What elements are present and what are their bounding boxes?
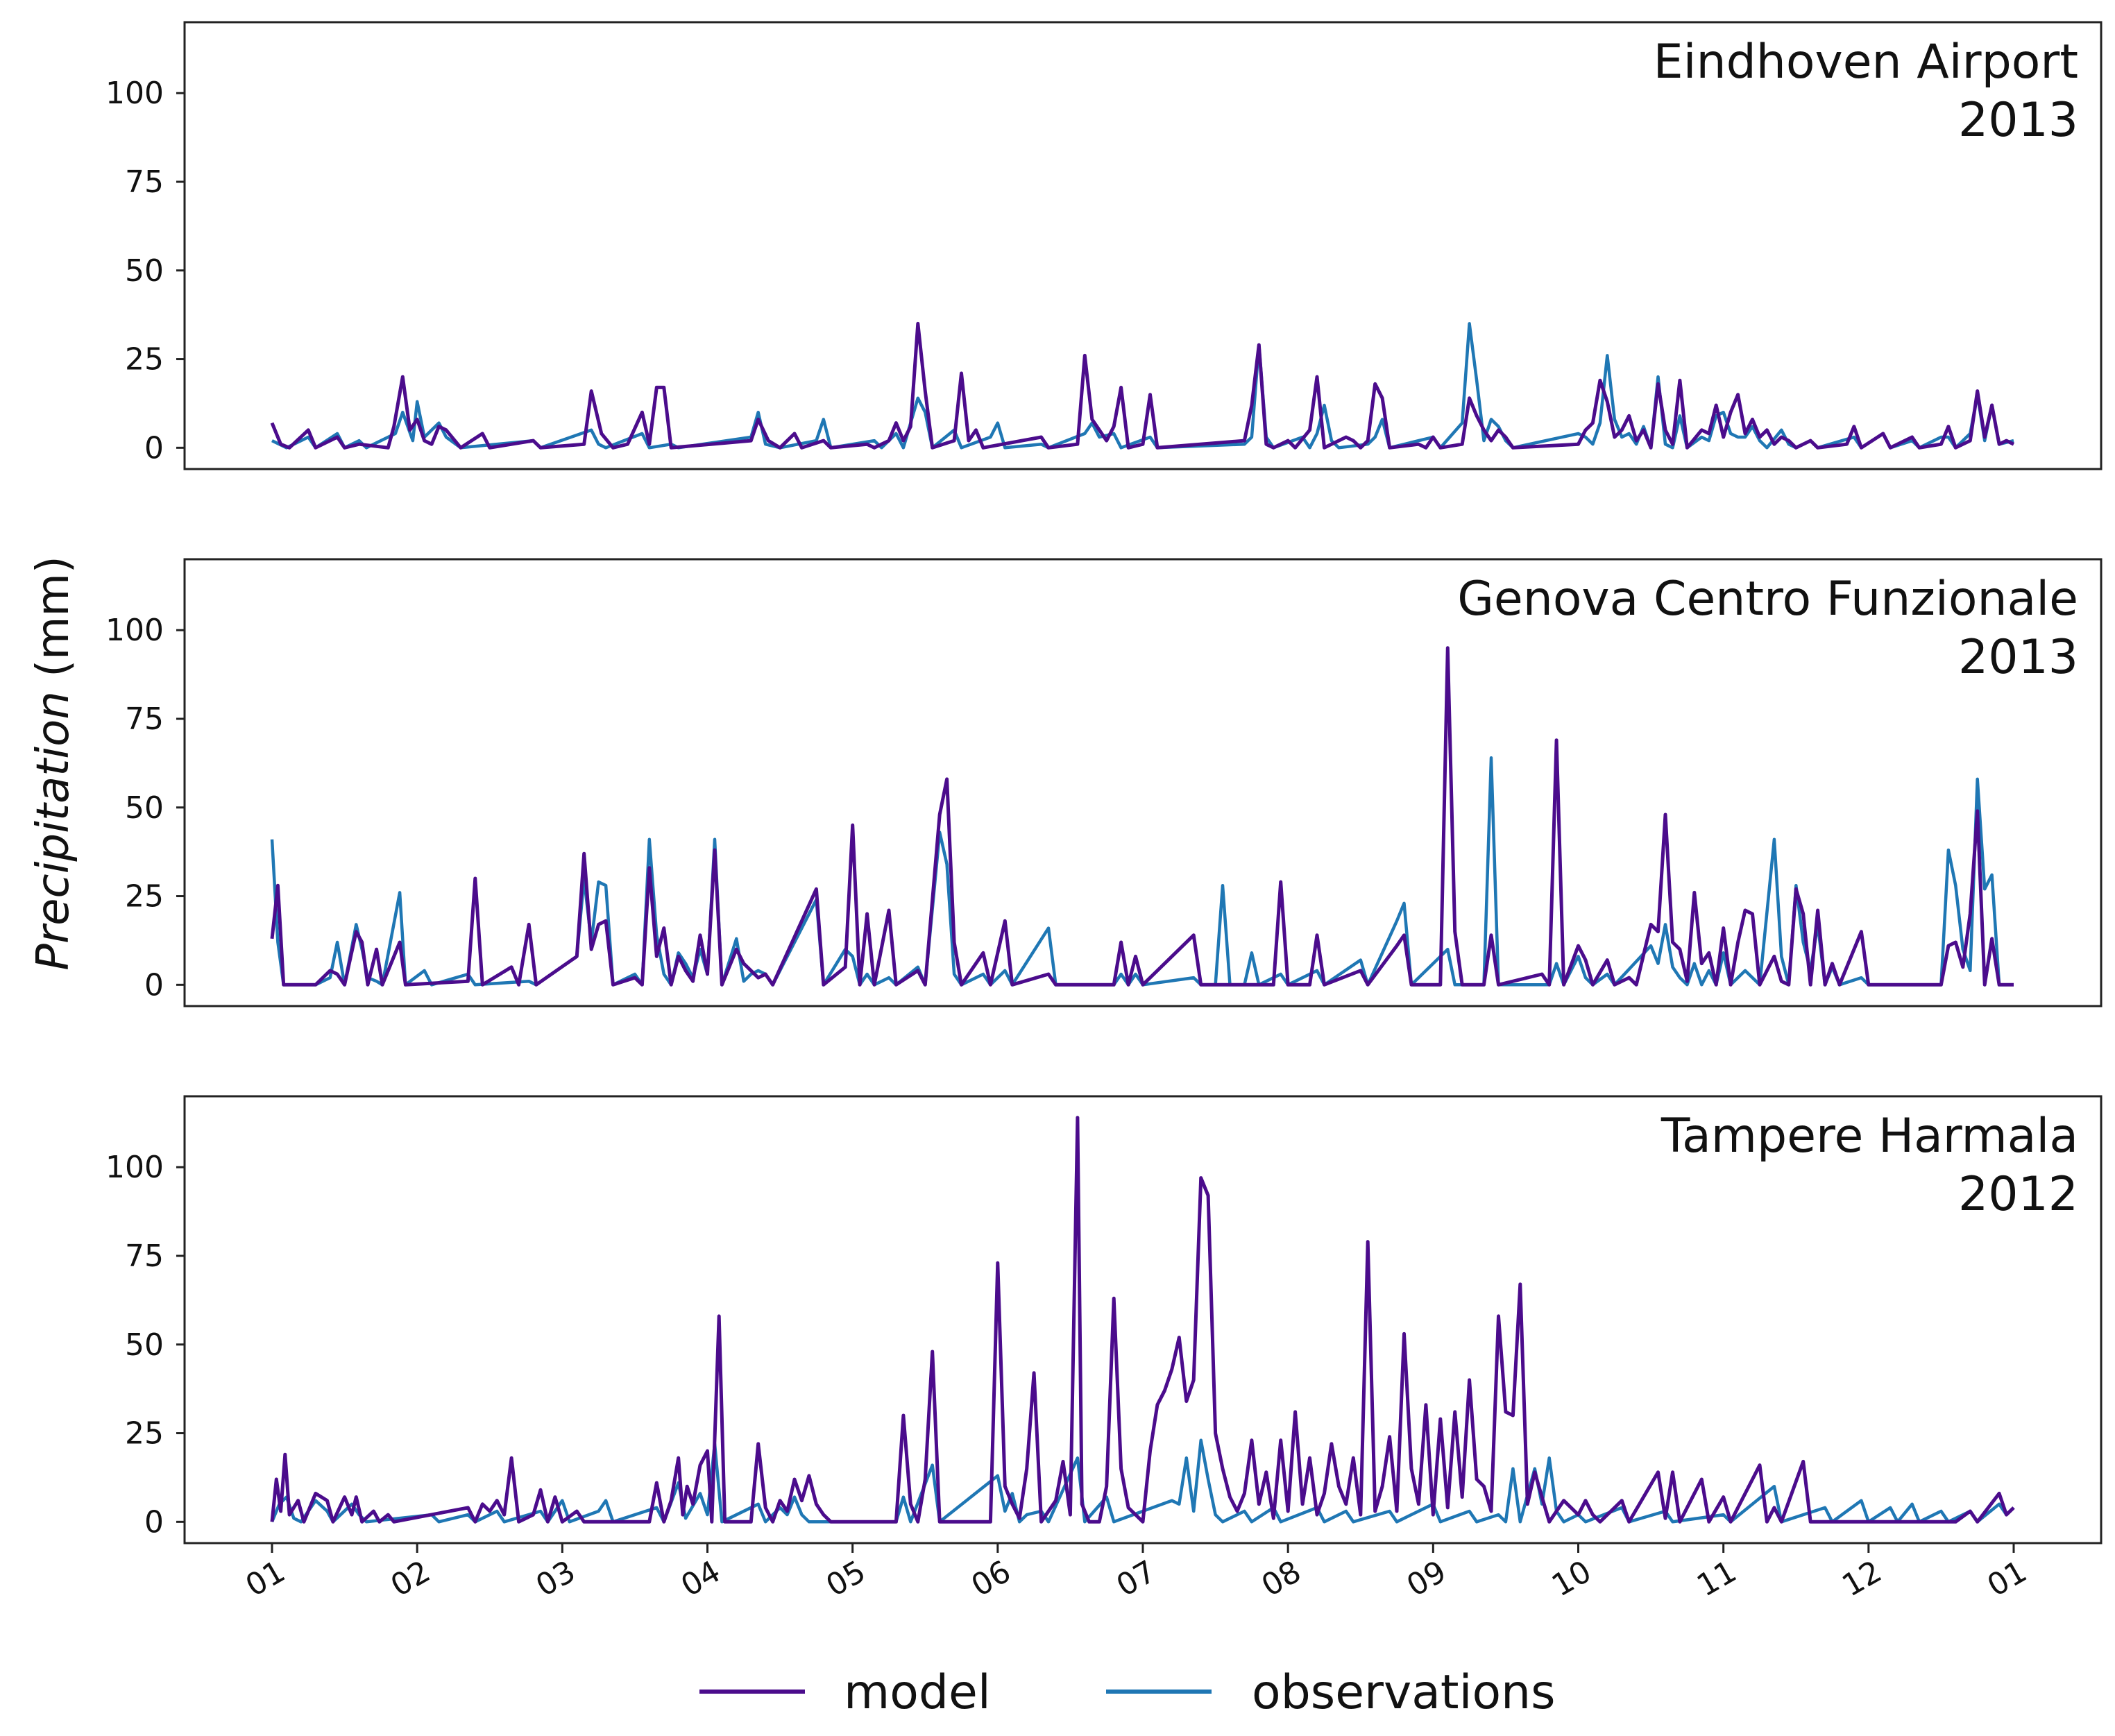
y-tick-label: 50: [125, 1327, 164, 1363]
y-tick-label: 75: [125, 1239, 164, 1274]
legend: model observations: [699, 1665, 1556, 1720]
y-tick-label: 0: [144, 1504, 164, 1540]
x-tick-label: 12: [1836, 1554, 1887, 1603]
y-axis-label-italic: Precipitation: [28, 691, 79, 971]
y-tick-label: 50: [125, 790, 164, 826]
x-axis: 01 02 03 04 05 06 07 08 09 10 11 12 01: [240, 1543, 2033, 1604]
legend-label-observations: observations: [1252, 1665, 1556, 1720]
plot-lines: [270, 321, 2015, 450]
y-tick-label: 0: [144, 430, 164, 466]
station-name: Eindhoven Airport: [1654, 35, 2078, 90]
station-name: Genova Centro Funzionale: [1457, 572, 2078, 627]
station-name: Tampere Harmala: [1660, 1109, 2078, 1164]
y-axis-ticks: 0 25 50 75 100: [105, 613, 185, 1003]
y-tick-label: 50: [125, 253, 164, 289]
panel-frame: [183, 21, 2103, 470]
panel-eindhoven: Eindhoven Airport 2013 0 25 50 75 100: [105, 21, 2103, 470]
x-tick-label: 11: [1691, 1554, 1742, 1603]
panel-genova: Genova Centro Funzionale 2013 0 25 50 75 100: [105, 558, 2103, 1007]
y-tick-label: 0: [144, 967, 164, 1003]
plot-lines: [270, 646, 2014, 987]
x-tick-label: 01: [1982, 1554, 2033, 1603]
y-tick-label: 100: [105, 613, 164, 648]
series-line-model: [270, 1116, 2015, 1524]
series-line-model: [270, 321, 2015, 450]
series-line-observations: [271, 322, 2014, 450]
x-tick-label: 09: [1401, 1554, 1452, 1603]
x-tick-label: 04: [675, 1554, 727, 1603]
x-tick-label: 01: [240, 1554, 291, 1603]
plot-lines: [270, 1116, 2015, 1524]
legend-label-model: model: [844, 1665, 991, 1720]
y-axis-label-unit: (mm): [28, 556, 79, 677]
x-tick-label: 10: [1546, 1554, 1597, 1603]
x-tick-label: 07: [1111, 1554, 1162, 1603]
y-tick-label: 100: [105, 1150, 164, 1185]
y-axis-ticks: 0 25 50 75 100: [105, 1150, 185, 1540]
y-tick-label: 75: [125, 701, 164, 737]
y-axis-ticks: 0 25 50 75 100: [105, 76, 185, 466]
x-tick-label: 05: [820, 1554, 872, 1603]
y-tick-label: 75: [125, 164, 164, 200]
y-tick-label: 25: [125, 342, 164, 377]
x-tick-label: 06: [965, 1554, 1017, 1603]
y-axis-label: Precipitation (mm): [28, 556, 79, 971]
x-tick-label: 02: [385, 1554, 436, 1603]
station-year: 2012: [1958, 1167, 2078, 1222]
x-tick-label: 03: [530, 1554, 581, 1603]
series-line-model: [270, 646, 2014, 987]
station-year: 2013: [1958, 93, 2078, 148]
station-year: 2013: [1958, 630, 2078, 685]
panel-frame: [183, 558, 2103, 1007]
y-tick-label: 25: [125, 879, 164, 914]
y-tick-label: 25: [125, 1416, 164, 1452]
panel-tampere: Tampere Harmala 2012 0 25 50 75 100: [105, 1095, 2103, 1544]
y-tick-label: 100: [105, 76, 164, 111]
x-tick-label: 08: [1256, 1554, 1307, 1603]
